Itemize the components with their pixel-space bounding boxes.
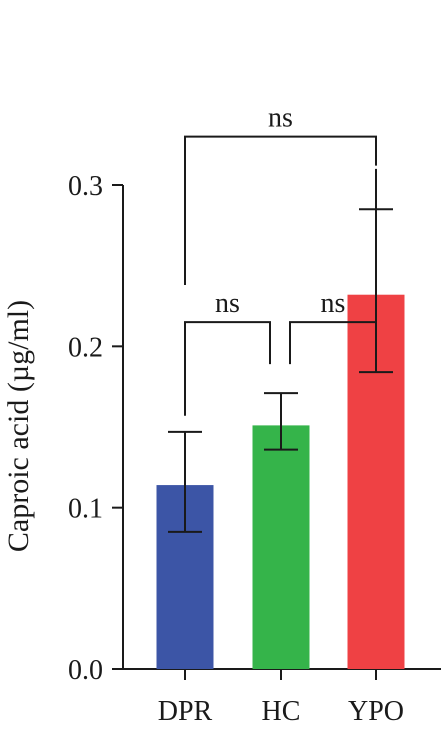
bar-hc (252, 425, 310, 669)
x-tick-label: DPR (158, 696, 213, 727)
y-axis-label: Caproic acid (µg/ml) (2, 300, 35, 552)
y-tick-label: 0.2 (68, 332, 103, 363)
significance-bracket (184, 321, 271, 416)
significance-label: ns (268, 103, 293, 134)
axes: 0.0 0.1 0.2 0.3 DPR HC YPO (68, 171, 441, 727)
significance-label: ns (321, 288, 346, 319)
significance-bracket (289, 168, 377, 365)
y-tick-label: 0.1 (68, 494, 103, 525)
x-tick-label: YPO (348, 696, 404, 727)
y-tick-label: 0.3 (68, 171, 103, 202)
significance-bracket (184, 135, 377, 286)
significance-brackets: ns ns ns (184, 103, 377, 416)
y-tick-label: 0.0 (68, 655, 103, 686)
bars (156, 294, 405, 669)
significance-label: ns (215, 288, 240, 319)
x-tick-label: HC (262, 696, 301, 727)
